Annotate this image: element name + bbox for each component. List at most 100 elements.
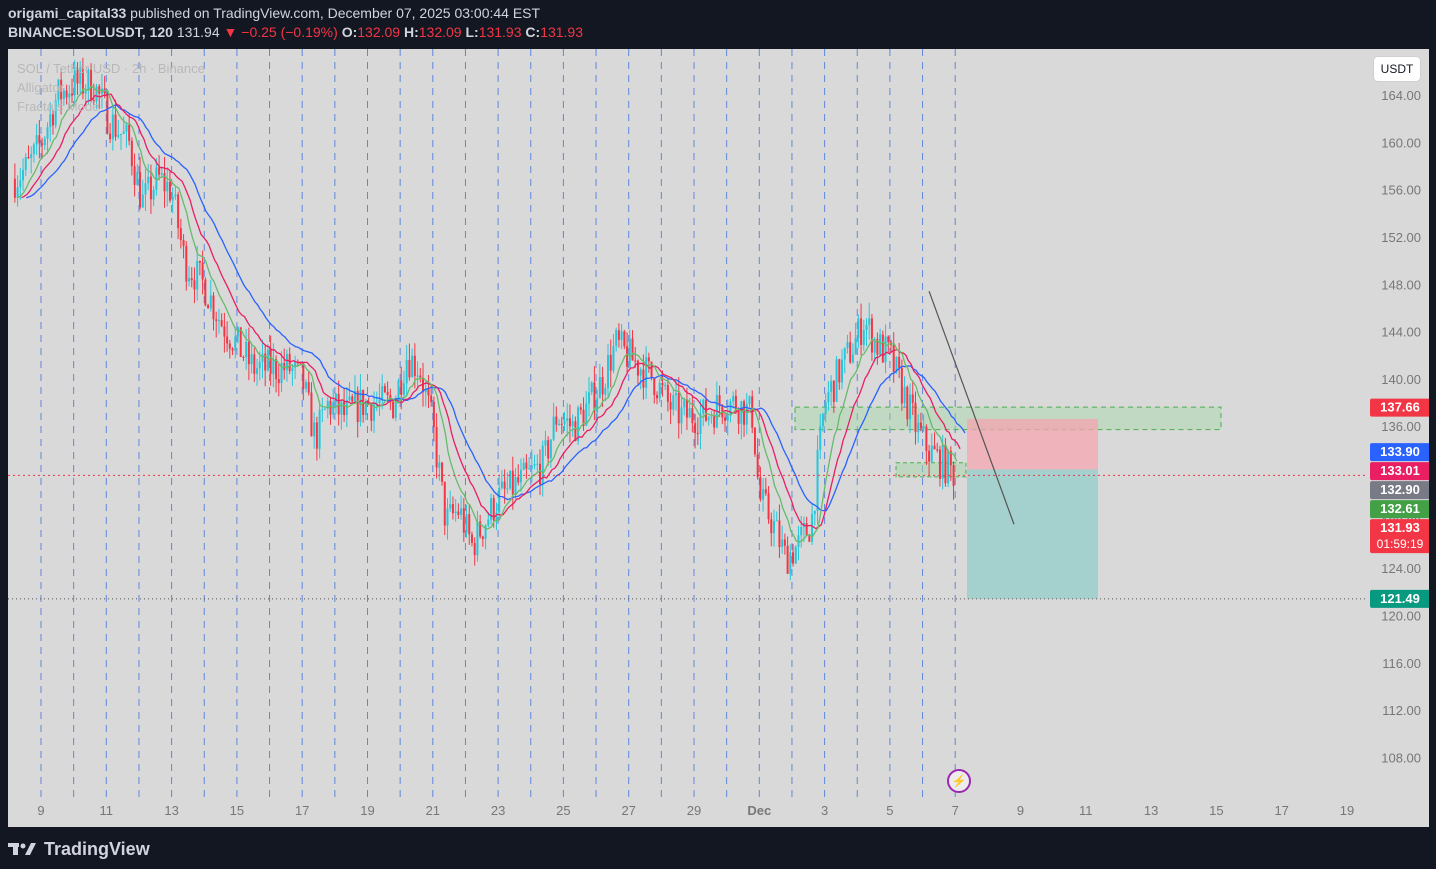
candle-body <box>830 380 833 392</box>
candle-body <box>397 380 400 402</box>
candle-body <box>413 355 416 377</box>
candle-body <box>680 407 683 424</box>
candle-body <box>914 402 917 433</box>
candle-body <box>68 93 71 98</box>
lightning-icon[interactable]: ⚡ <box>947 769 971 793</box>
candle-body <box>234 336 237 351</box>
candle-body <box>944 444 947 484</box>
candle-body <box>862 330 865 345</box>
brand-name[interactable]: TradingView <box>44 838 150 859</box>
candle-body <box>519 469 522 483</box>
candle-body <box>517 477 520 483</box>
y-tick-label: 144.00 <box>1381 325 1421 340</box>
candle-body <box>552 416 555 440</box>
candle-body <box>370 404 373 421</box>
x-tick-label: 9 <box>1017 803 1024 818</box>
candle-body <box>253 354 256 374</box>
candle-body <box>585 403 588 426</box>
candle-body <box>51 114 54 126</box>
currency-button[interactable]: USDT <box>1374 57 1420 81</box>
candle-body <box>617 330 620 340</box>
candle-body <box>563 420 566 424</box>
candle-body <box>71 93 74 96</box>
candle-body <box>786 545 789 574</box>
candle-body <box>81 67 84 94</box>
candle-body <box>285 353 288 371</box>
candle-body <box>364 401 367 416</box>
candle-body <box>743 401 746 425</box>
candle-body <box>536 463 539 465</box>
candle-body <box>152 189 155 200</box>
candle-body <box>598 376 601 399</box>
candle-body <box>356 390 359 422</box>
candle-body <box>460 508 463 515</box>
candle-body <box>432 402 435 428</box>
candle-body <box>846 342 849 348</box>
candle-body <box>125 124 128 132</box>
candle-body <box>819 426 822 450</box>
candle-body <box>925 426 928 451</box>
candle-body <box>446 508 449 526</box>
candle-body <box>835 359 838 402</box>
candle-body <box>933 445 936 450</box>
candle-body <box>509 470 512 489</box>
candle-body <box>136 172 139 185</box>
candle-body <box>756 454 759 478</box>
candle-body <box>87 69 90 91</box>
candle-body <box>441 462 444 482</box>
candle-body <box>405 359 408 384</box>
candle-body <box>539 463 542 485</box>
candle-body <box>677 393 680 424</box>
candle-body <box>704 399 707 421</box>
x-tick-label: 7 <box>952 803 959 818</box>
candle-body <box>168 181 171 201</box>
candle-body <box>577 407 580 442</box>
price-chart[interactable]: 164.00 160.00 156.00 152.00 148.00 144.00 140.… <box>8 49 1429 827</box>
candle-body <box>759 477 762 500</box>
candle-body <box>609 354 612 371</box>
candle-body <box>334 393 337 403</box>
legend-alligator[interactable]: Alligator <box>17 80 64 95</box>
candle-body <box>424 388 427 393</box>
legend-fractals[interactable]: Fractals Mode <box>17 99 100 114</box>
author-name[interactable]: origami_capital33 <box>8 5 127 21</box>
price-axis-label-text: 132.61 <box>1380 501 1420 516</box>
x-tick-label: 27 <box>621 803 635 818</box>
candle-body <box>190 278 193 281</box>
candle-body <box>473 542 476 556</box>
candle-body <box>685 400 688 418</box>
candle-body <box>729 401 732 416</box>
candle-body <box>22 169 25 181</box>
candle-body <box>386 392 389 396</box>
candle-body <box>941 444 944 479</box>
candle-body <box>457 511 460 515</box>
candle-body <box>487 519 490 526</box>
candle-body <box>158 167 161 175</box>
candle-body <box>909 394 912 420</box>
candle-body <box>498 487 501 513</box>
alligator-teeth-line <box>21 93 961 530</box>
chart-area[interactable]: 164.00 160.00 156.00 152.00 148.00 144.00 140.… <box>8 49 1429 827</box>
legend-symbol[interactable]: SOL / Tether USD · 2h · Binance <box>17 61 205 76</box>
price-axis-label-text: 121.49 <box>1380 591 1420 606</box>
candle-body <box>672 395 675 410</box>
candle-body <box>343 401 346 415</box>
candle-body <box>566 418 569 421</box>
legend: SOL / Tether USD · 2h · Binance Alligato… <box>17 59 205 116</box>
candle-body <box>827 391 830 403</box>
published-text: published on TradingView.com, December 0… <box>130 5 541 21</box>
candle-body <box>898 356 901 368</box>
candle-body <box>302 362 305 389</box>
candle-body <box>288 353 291 372</box>
candle-body <box>647 357 650 362</box>
candle-body <box>568 418 571 427</box>
candle-body <box>876 339 879 355</box>
candle-body <box>713 416 716 428</box>
symbol-label: BINANCE:SOLUSDT, 120 <box>8 24 173 40</box>
candle-body <box>724 417 727 421</box>
y-tick-label: 120.00 <box>1381 609 1421 624</box>
candle-body <box>639 369 642 376</box>
candle-body <box>892 345 895 372</box>
candle-body <box>155 167 158 190</box>
candle-body <box>411 355 414 378</box>
